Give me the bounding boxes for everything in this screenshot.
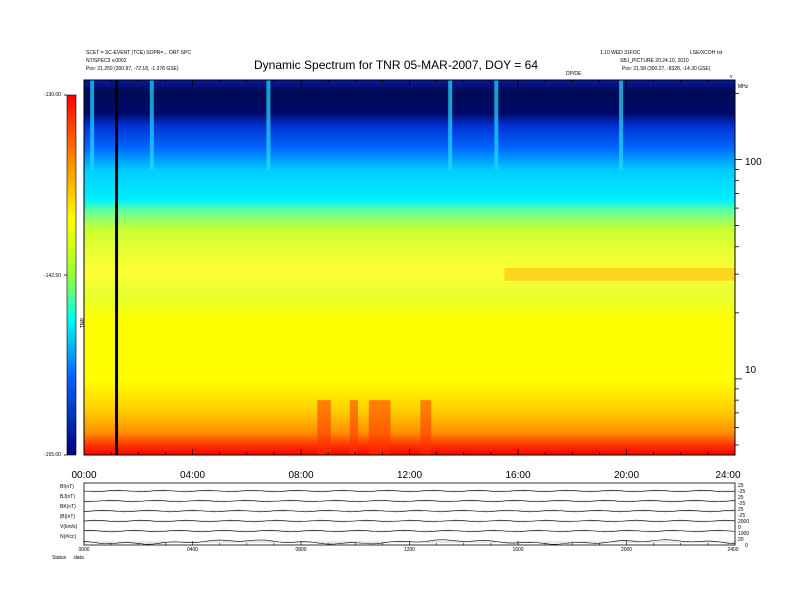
red-burst bbox=[317, 400, 331, 455]
lower-row-label: V(km/s) bbox=[60, 524, 78, 530]
x-tick-label: 12:00 bbox=[396, 470, 423, 481]
lower-panel-traces bbox=[83, 489, 736, 545]
lower-right-tick: 0 bbox=[738, 525, 741, 531]
lower-row-trace bbox=[83, 519, 736, 523]
lower-right-tick: 2000 bbox=[738, 519, 750, 525]
lower-row-label: |B|(nT) bbox=[60, 514, 76, 520]
data-gap-line bbox=[115, 80, 119, 455]
lower-row-label: N(#/cc) bbox=[60, 534, 77, 540]
lower-right-tick: 25 bbox=[738, 507, 744, 513]
spectrogram-features bbox=[90, 80, 735, 455]
lower-right-tick: 20 bbox=[738, 537, 744, 543]
y-tick-label: 10 bbox=[745, 365, 757, 376]
lower-right-tick: 25 bbox=[738, 495, 744, 501]
cyan-streak bbox=[266, 80, 271, 170]
x-tick-label: 16:00 bbox=[505, 470, 531, 481]
lower-right-tick: -25 bbox=[738, 501, 746, 507]
footer-value: data bbox=[74, 555, 84, 561]
x-tick-label: 00:00 bbox=[71, 470, 97, 481]
lower-x-tick: 1200 bbox=[403, 547, 416, 553]
lower-row-trace bbox=[83, 489, 736, 493]
lower-x-tick: 0000 bbox=[78, 547, 90, 553]
red-burst bbox=[349, 400, 358, 455]
lower-x-tick: 2000 bbox=[620, 547, 633, 553]
y-axis-ticks bbox=[735, 92, 742, 446]
flag-right-2: MHz bbox=[738, 84, 749, 90]
colorbar-ticks bbox=[64, 94, 67, 456]
flag-right-1: v bbox=[730, 74, 733, 80]
colorbar-tick-label: -130.00 bbox=[44, 92, 61, 98]
lower-right-tick: -25 bbox=[738, 489, 746, 495]
header-left-line3: Pos: 21.259 (300.97, -72.18, -1.378 GSE) bbox=[86, 66, 179, 72]
cyan-streak bbox=[448, 80, 453, 170]
x-tick-label: 04:00 bbox=[179, 470, 206, 481]
orange-band bbox=[504, 268, 735, 281]
colorbar-label: TNR bbox=[80, 317, 87, 329]
lower-right-tick: 0 bbox=[745, 543, 748, 549]
lower-x-tick: 0400 bbox=[186, 547, 199, 553]
lower-row-label: BJ(nT) bbox=[60, 494, 75, 500]
header-left-line2: NT/SPEC3 v.0002 bbox=[86, 58, 127, 64]
lower-row-trace bbox=[83, 509, 736, 513]
header-right-line3: Pos: 21.58 (300.27, -8328, -14.30 GSE) bbox=[622, 66, 711, 72]
cyan-streak bbox=[149, 80, 154, 170]
lower-x-tick: 2400 bbox=[727, 547, 739, 553]
header-left-line1: SCET = SC-EVENT (TCE) SOPR=... ORT SPC bbox=[86, 50, 191, 56]
header-right-line1: 1.10 WED 31FOC bbox=[600, 50, 641, 56]
x-axis-ticks bbox=[83, 80, 736, 455]
lower-x-tick: 1600 bbox=[512, 547, 524, 553]
red-burst bbox=[368, 400, 391, 455]
chart-title: Dynamic Spectrum for TNR 05-MAR-2007, DO… bbox=[254, 58, 538, 72]
cyan-streak bbox=[619, 80, 624, 170]
x-tick-label: 24:00 bbox=[715, 470, 741, 481]
spectrogram-background bbox=[84, 80, 735, 455]
colorbar-tick-label: -142.50 bbox=[44, 273, 61, 279]
lower-x-tick: 0800 bbox=[295, 547, 307, 553]
x-tick-label: 20:00 bbox=[613, 470, 640, 481]
y-tick-label: 100 bbox=[745, 157, 762, 168]
lower-row-label: BI(nT) bbox=[60, 484, 74, 490]
lower-panel-frame bbox=[83, 482, 736, 546]
colorbar bbox=[66, 94, 77, 456]
colorbar-tick-label: -155.00 bbox=[44, 452, 61, 458]
lower-row-trace bbox=[83, 529, 736, 533]
header-right-line2: SBJ_PICTURE 20.24.10, 2010 bbox=[620, 58, 689, 64]
header-right-corner: LSE/XCOH rst bbox=[690, 50, 723, 56]
footer-label: Status bbox=[52, 555, 67, 561]
lower-row-trace bbox=[83, 499, 736, 503]
lower-right-tick: -25 bbox=[738, 513, 746, 519]
lower-right-tick: 1000 bbox=[738, 531, 750, 537]
lower-row-label: BK(nT) bbox=[60, 504, 76, 510]
x-tick-label: 08:00 bbox=[288, 470, 314, 481]
cyan-streak bbox=[494, 80, 499, 170]
lower-right-tick: 25 bbox=[738, 483, 744, 489]
cyan-streak bbox=[90, 80, 95, 170]
red-burst bbox=[420, 400, 432, 455]
flag-center: DP/DE bbox=[566, 71, 582, 77]
